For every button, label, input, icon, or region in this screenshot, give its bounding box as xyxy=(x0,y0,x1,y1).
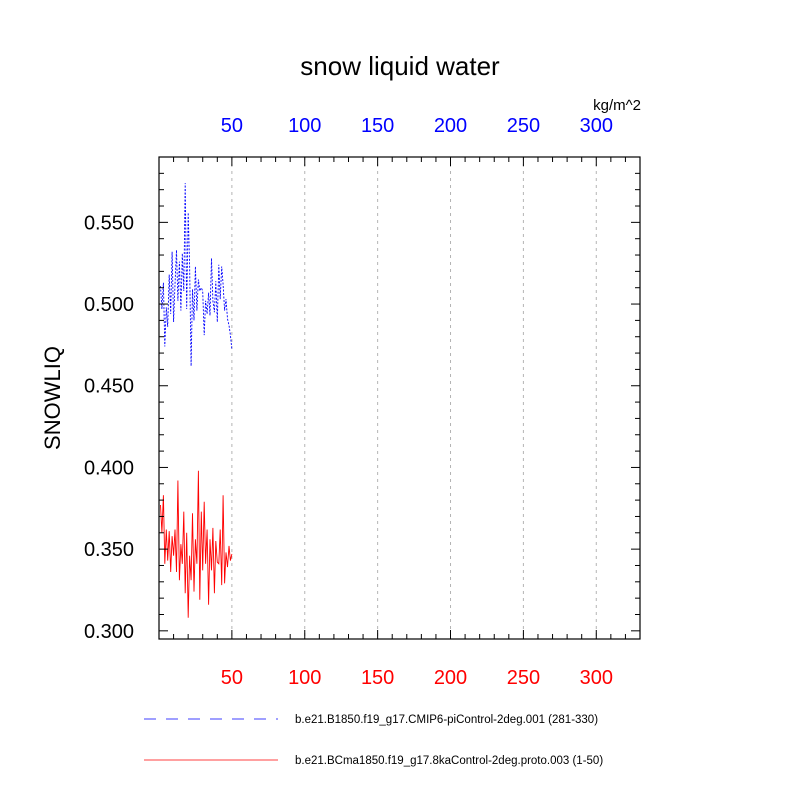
series-line-1 xyxy=(160,183,233,367)
y-axis-label: SNOWLIQ xyxy=(40,346,65,450)
legend-label-2: b.e21.BCma1850.f19_g17.8kaControl-2deg.p… xyxy=(295,755,603,767)
y-tick-label: 0.500 xyxy=(84,294,134,316)
x-tick-label-bottom: 200 xyxy=(434,667,467,689)
y-tick-label: 0.550 xyxy=(84,212,134,234)
axis-tick-labels: 50 50 100 100 150 150 200 200 250 250 300 300 0.300 0… xyxy=(84,115,613,689)
y-tick-label: 0.450 xyxy=(84,376,134,398)
axis-ticks xyxy=(159,157,640,639)
x-tick-label-top: 250 xyxy=(507,115,540,137)
x-tick-label-bottom: 150 xyxy=(361,667,394,689)
x-tick-label-bottom: 100 xyxy=(288,667,321,689)
x-tick-label-bottom: 250 xyxy=(507,667,540,689)
legend: b.e21.B1850.f19_g17.CMIP6-piControl-2deg… xyxy=(144,714,603,767)
x-tick-label-top: 50 xyxy=(221,115,243,137)
units-label: kg/m^2 xyxy=(593,97,641,114)
x-tick-label-top: 200 xyxy=(434,115,467,137)
legend-label-1: b.e21.B1850.f19_g17.CMIP6-piControl-2deg… xyxy=(295,714,598,726)
x-tick-label-top: 150 xyxy=(361,115,394,137)
grid-lines xyxy=(231,157,597,639)
plot-frame xyxy=(158,156,641,640)
y-tick-label: 0.300 xyxy=(84,621,134,643)
x-tick-label-top: 300 xyxy=(580,115,613,137)
y-tick-label: 0.400 xyxy=(84,457,134,479)
chart-title: snow liquid water xyxy=(300,51,500,81)
series-lines xyxy=(160,183,233,618)
x-tick-label-bottom: 300 xyxy=(580,667,613,689)
x-tick-label-top: 100 xyxy=(288,115,321,137)
series-line-2 xyxy=(160,470,233,618)
y-tick-label: 0.350 xyxy=(84,539,134,561)
x-tick-label-bottom: 50 xyxy=(221,667,243,689)
